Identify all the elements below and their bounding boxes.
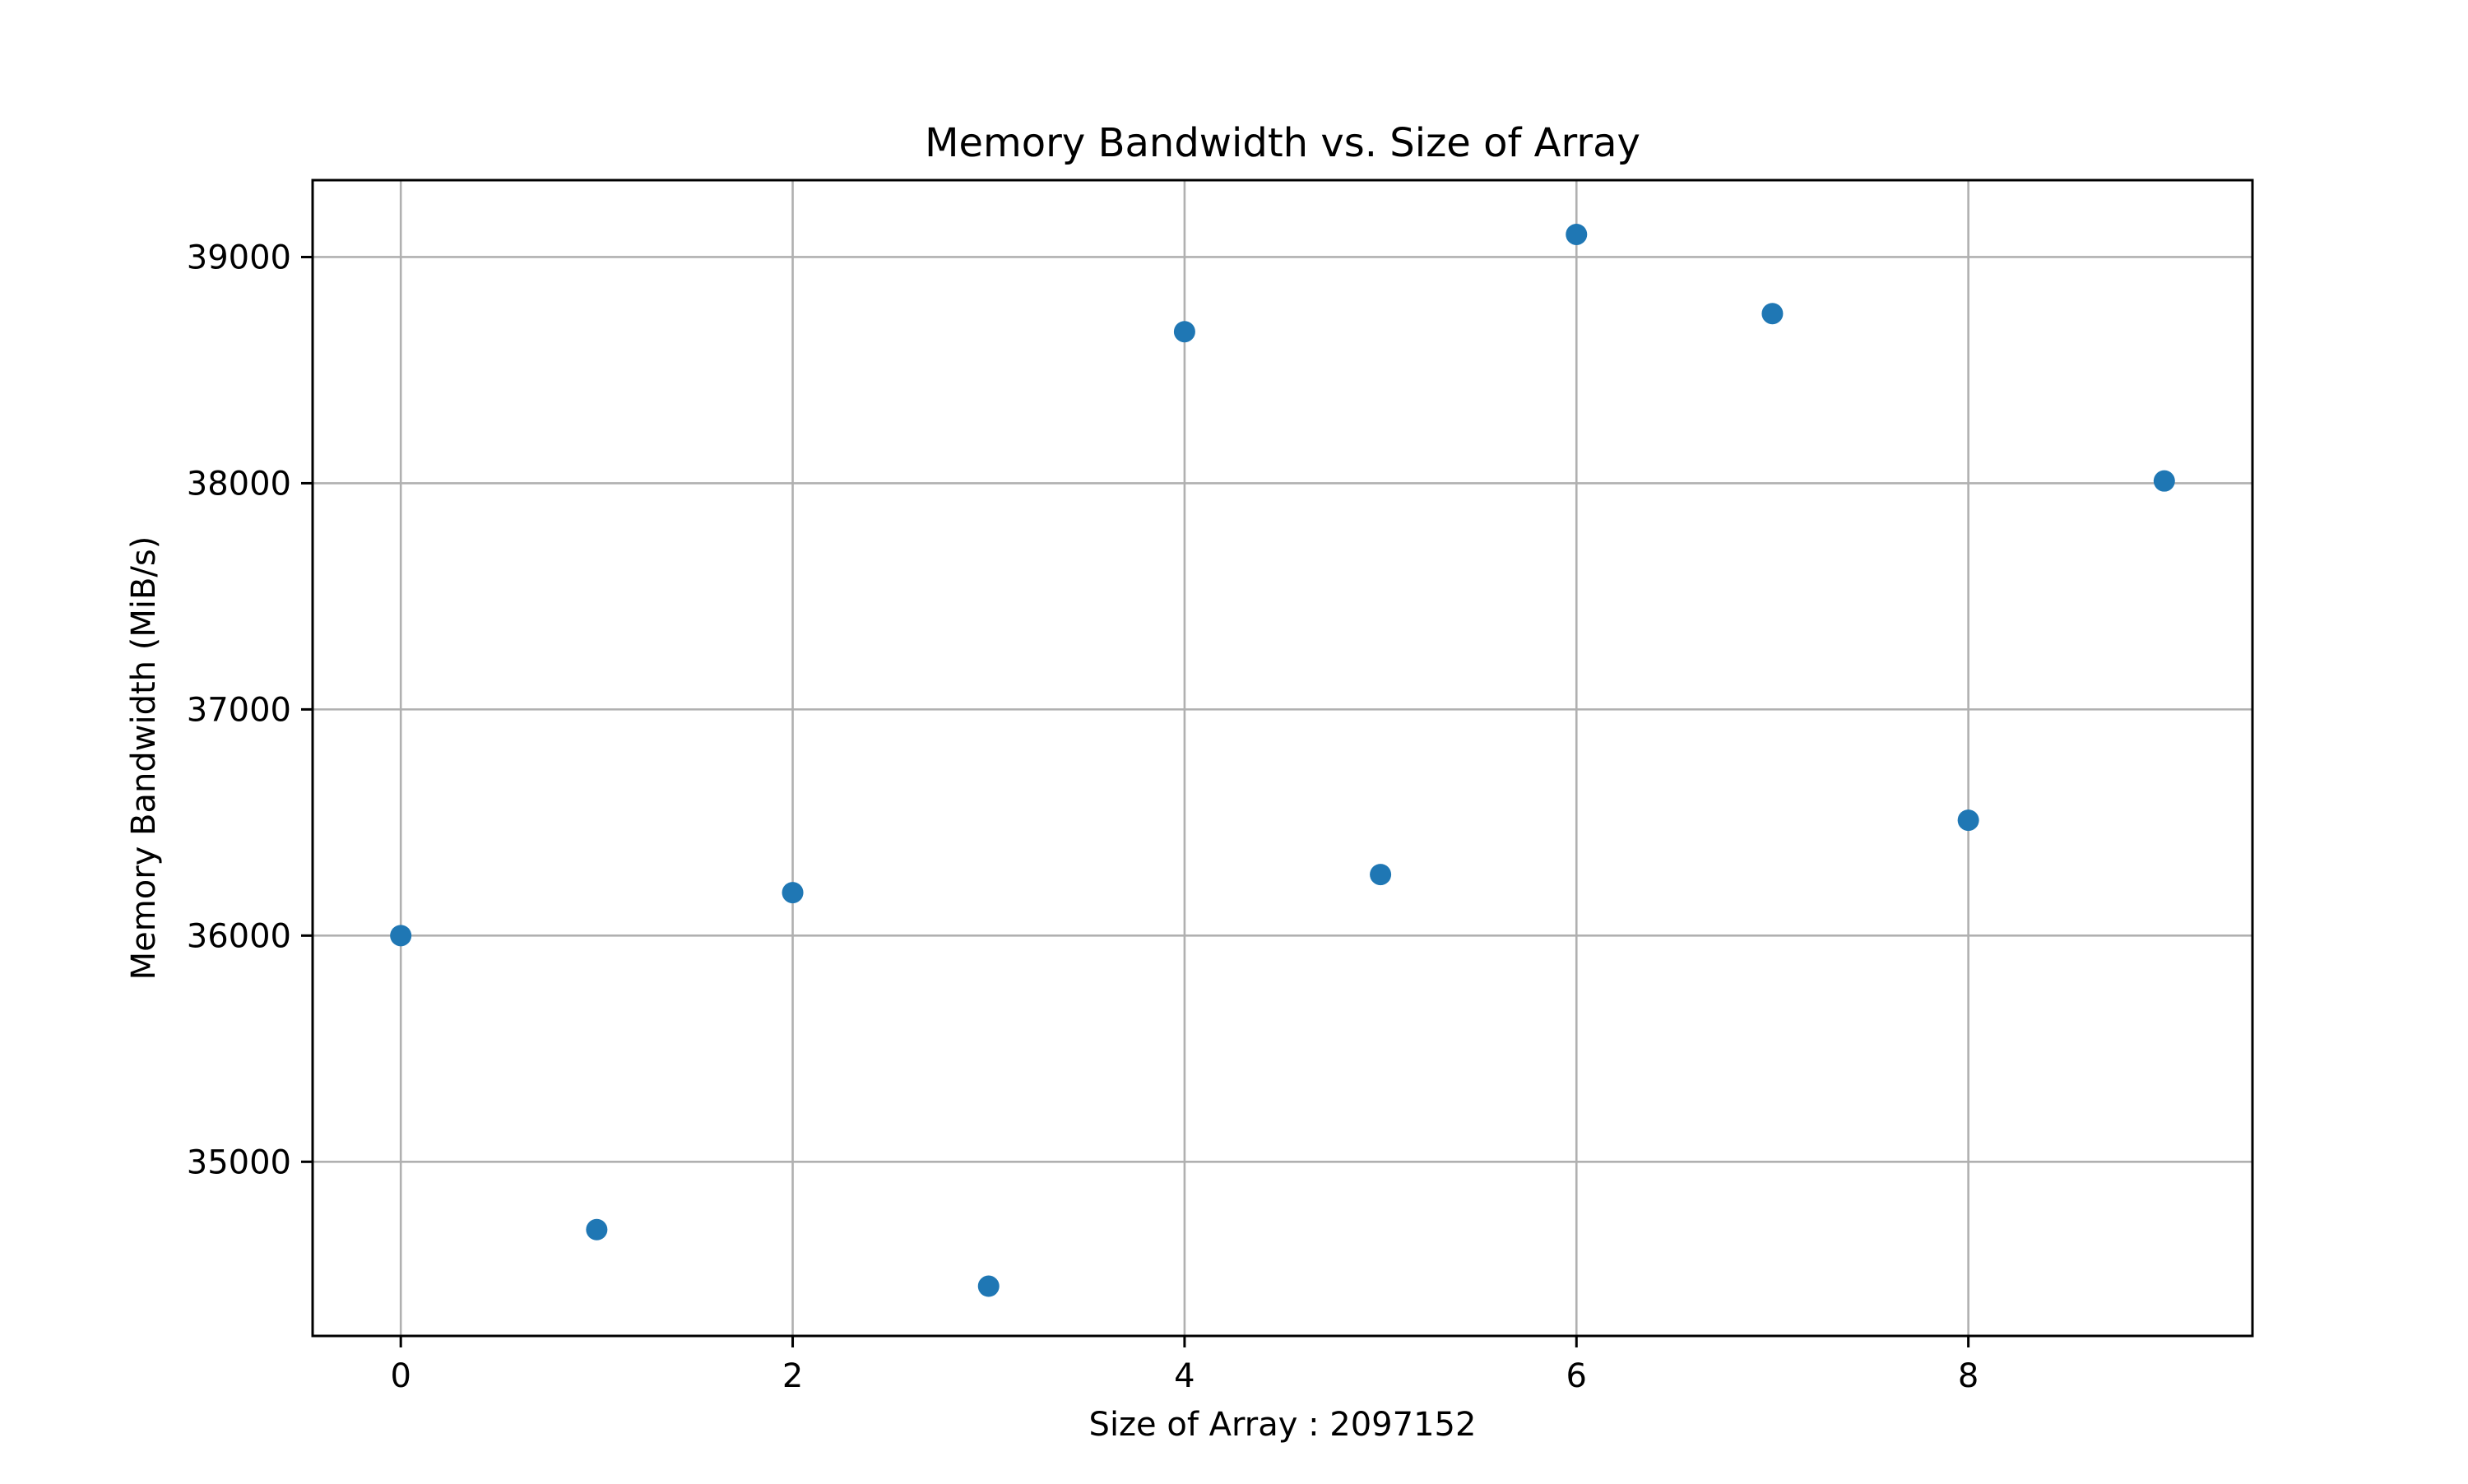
x-axis-label: Size of Array : 2097152	[1089, 1406, 1477, 1444]
data-point	[1370, 864, 1392, 886]
x-tick-label: 0	[390, 1357, 411, 1395]
data-point	[1957, 809, 1979, 832]
data-point	[1173, 321, 1195, 343]
data-points	[390, 223, 2175, 1297]
y-tick-label: 37000	[187, 691, 291, 729]
data-point	[782, 882, 804, 904]
x-tick-label: 6	[1566, 1357, 1587, 1395]
data-point	[977, 1275, 1000, 1297]
data-point	[586, 1218, 608, 1241]
x-tick-label: 4	[1174, 1357, 1195, 1395]
data-point	[2153, 470, 2175, 492]
data-point	[1566, 223, 1588, 245]
plot-frame	[311, 179, 2254, 1338]
axis-ticks: 0 2 4 6 8 35000 36000 37000 38000 39000	[187, 239, 1979, 1395]
x-tick-label: 8	[1958, 1357, 1979, 1395]
data-point	[390, 925, 412, 947]
chart-title: Memory Bandwidth vs. Size of Array	[925, 120, 1640, 166]
x-tick-label: 2	[782, 1357, 803, 1395]
data-point	[1761, 303, 1784, 325]
y-tick-label: 38000	[187, 465, 291, 503]
y-tick-label: 35000	[187, 1143, 291, 1181]
y-tick-label: 36000	[187, 917, 291, 955]
y-axis-label: Memory Bandwidth (MiB/s)	[125, 536, 163, 981]
y-tick-label: 39000	[187, 239, 291, 276]
grid-lines	[313, 180, 2252, 1336]
